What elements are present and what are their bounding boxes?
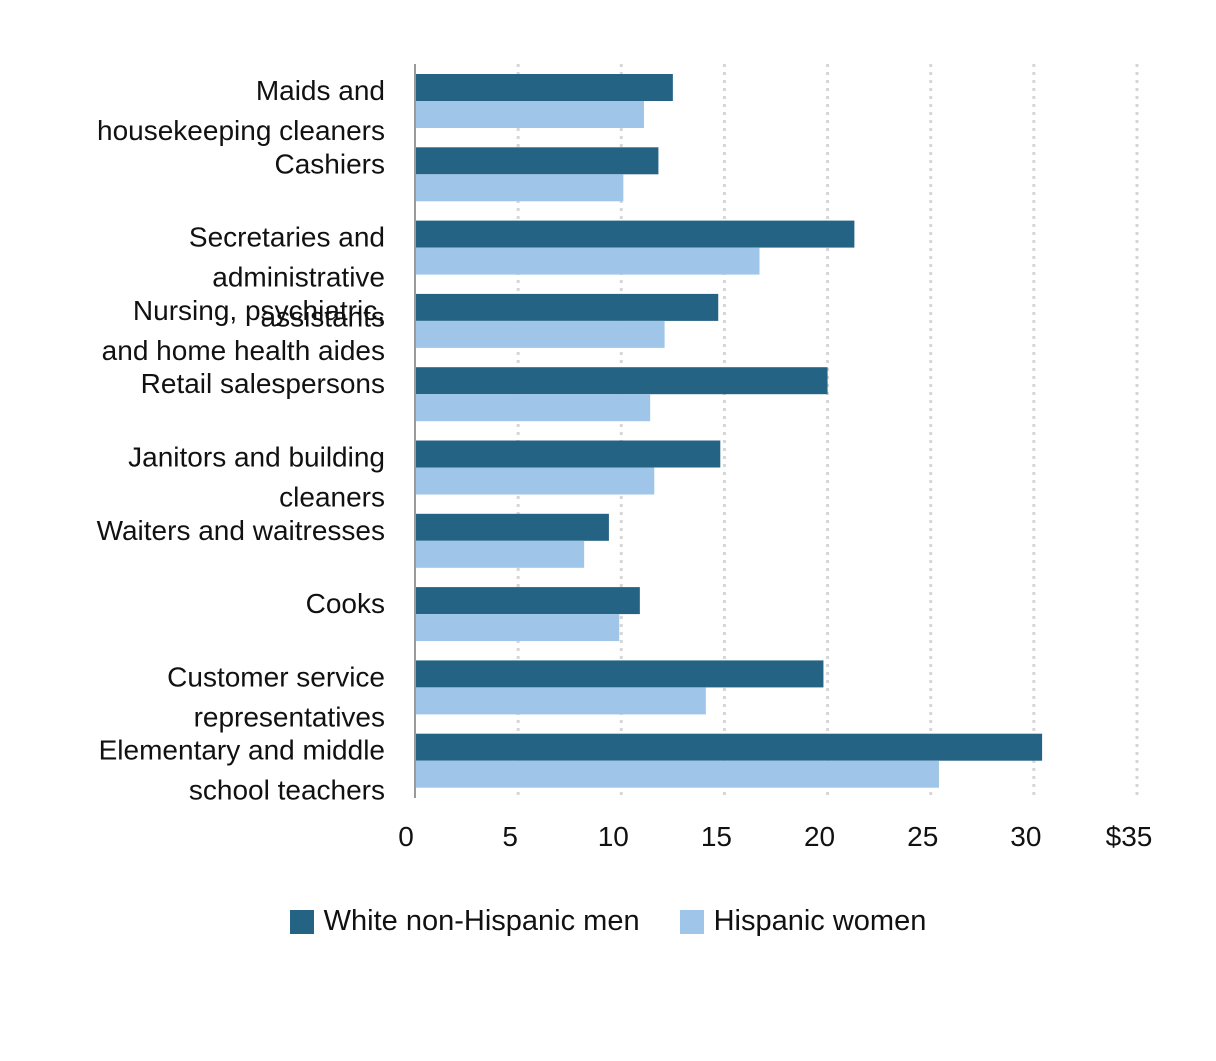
bar (415, 320, 665, 348)
category-label: Waiters and waitresses (97, 515, 385, 546)
x-tick-label: $35 (1106, 821, 1153, 852)
x-tick-label: 20 (804, 821, 835, 852)
category-label-line: Maids and (256, 75, 385, 106)
bar (415, 74, 673, 101)
bar (415, 733, 1043, 761)
bar (415, 687, 706, 715)
bar (415, 467, 655, 495)
bar (415, 440, 721, 468)
category-label-line: representatives (194, 701, 385, 732)
legend: White non-Hispanic men Hispanic women (0, 905, 1216, 938)
bars (415, 74, 1043, 788)
category-label-line: housekeeping cleaners (97, 115, 385, 146)
bar (415, 293, 719, 321)
bar (415, 367, 828, 395)
category-label: Customer service representatives (167, 661, 385, 732)
category-label: Secretaries and administrative assistants (189, 222, 385, 333)
category-label-line: Waiters and waitresses (97, 515, 385, 546)
category-label: Cooks (306, 588, 385, 619)
category-label-line: cleaners (279, 482, 385, 513)
category-label-line: Janitors and building (128, 442, 385, 473)
bar (415, 174, 624, 202)
bar (415, 540, 585, 568)
legend-item-white-men: White non-Hispanic men (289, 905, 640, 938)
category-label: Cashiers (275, 148, 385, 179)
category-label: Nursing, psychiatric, and home health aid… (102, 295, 385, 366)
bar (415, 101, 644, 128)
category-label-line: Nursing, psychiatric, (133, 295, 385, 326)
legend-swatch (289, 909, 314, 934)
bar (415, 513, 609, 541)
bar (415, 587, 640, 615)
category-label-line: Cooks (306, 588, 385, 619)
bar (415, 614, 620, 642)
legend-label: Hispanic women (713, 905, 927, 937)
category-label: Janitors and building cleaners (128, 442, 385, 513)
bar (415, 247, 760, 275)
category-label-line: Retail salespersons (141, 368, 385, 399)
x-tick-label: 0 (398, 821, 414, 852)
category-label: Elementary and middle school teachers (99, 735, 385, 806)
x-tick-label: 10 (598, 821, 629, 852)
bar (415, 147, 659, 175)
x-tick-label: 30 (1010, 821, 1041, 852)
x-tick-label: 25 (907, 821, 938, 852)
category-label: Retail salespersons (141, 368, 385, 399)
x-tick-label: 5 (502, 821, 518, 852)
bar (415, 220, 855, 248)
category-label-line: Secretaries and (189, 222, 385, 253)
x-tick-labels: 0 5 10 15 20 25 30 $35 (398, 821, 1152, 852)
category-label: Maids and housekeeping cleaners (97, 75, 385, 146)
category-label-line: Customer service (167, 661, 385, 692)
category-label-line: and home health aides (102, 335, 385, 366)
bar (415, 760, 939, 788)
category-label-line: school teachers (189, 775, 385, 806)
x-tick-label: 15 (701, 821, 732, 852)
category-label-line: Elementary and middle (99, 735, 385, 766)
bar (415, 394, 651, 422)
legend-label: White non-Hispanic men (323, 905, 640, 937)
category-label-line: administrative (212, 262, 385, 293)
legend-item-hispanic-women: Hispanic women (679, 905, 927, 938)
bar (415, 660, 824, 688)
legend-swatch (679, 909, 704, 934)
category-label-line: Cashiers (275, 148, 385, 179)
category-label-line: assistants (261, 302, 386, 333)
